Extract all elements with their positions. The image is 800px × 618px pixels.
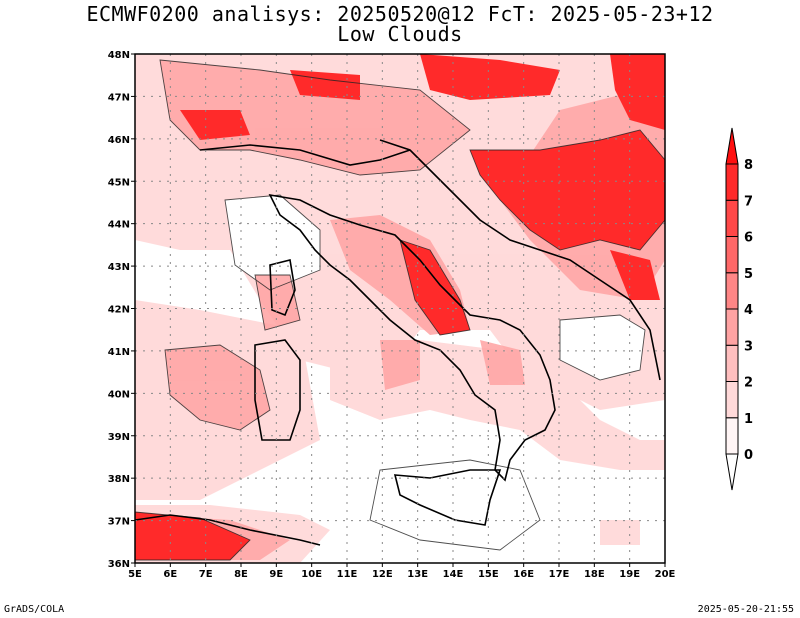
- lon-label: 12E: [372, 569, 393, 580]
- lon-label: 13E: [407, 569, 428, 580]
- lat-label: 37N: [108, 517, 130, 528]
- grid-lines: [135, 54, 665, 563]
- lon-label: 11E: [337, 569, 358, 580]
- colorbar-label: 5: [744, 267, 753, 282]
- colorbar-min-arrow: [725, 453, 739, 491]
- corsica-coastline: [269, 259, 296, 317]
- colorbar-segment: [725, 236, 739, 274]
- colorbar-segment: [725, 381, 739, 419]
- lat-label: 38N: [108, 474, 130, 485]
- lon-label: 14E: [443, 569, 464, 580]
- lon-label: 16E: [513, 569, 534, 580]
- colorbar-segment: [725, 163, 739, 201]
- map-subtitle: Low Clouds: [337, 22, 463, 46]
- lon-label: 5E: [128, 569, 142, 580]
- colorbar-segment: [725, 199, 739, 237]
- sardinia-coastline: [254, 339, 301, 441]
- colorbar-label: 4: [744, 303, 753, 318]
- lon-label: 6E: [163, 569, 177, 580]
- lat-label: 39N: [108, 432, 130, 443]
- cloud-field: [135, 54, 665, 563]
- lat-label: 44N: [108, 220, 130, 231]
- colorbar-label: 0: [744, 448, 753, 463]
- lat-label: 45N: [108, 177, 130, 188]
- alps-border: [199, 144, 411, 166]
- lon-label: 10E: [301, 569, 322, 580]
- colorbar-label: 6: [744, 231, 753, 246]
- colorbar-max-arrow: [725, 127, 739, 165]
- lat-label: 40N: [108, 389, 130, 400]
- lat-label: 36N: [108, 559, 130, 570]
- lon-label: 17E: [549, 569, 570, 580]
- colorbar-segment: [725, 272, 739, 310]
- lon-label: 9E: [269, 569, 283, 580]
- map-title: ECMWF0200 analisys: 20250520@12 FcT: 202…: [86, 2, 714, 26]
- footer-credit: GrADS/COLA: [4, 604, 65, 615]
- colorbar-label: 1: [744, 412, 753, 427]
- sicily-coastline: [393, 469, 502, 526]
- lon-label: 20E: [655, 569, 676, 580]
- lon-label: 18E: [584, 569, 605, 580]
- adriatic-coast: [379, 139, 661, 381]
- lat-label: 43N: [108, 262, 130, 273]
- colorbar-label: 2: [744, 376, 753, 391]
- lat-label: 46N: [108, 135, 130, 146]
- colorbar-label: 8: [744, 158, 753, 173]
- africa-coast: [135, 514, 321, 546]
- lon-label: 7E: [199, 569, 213, 580]
- lat-label: 42N: [108, 305, 130, 316]
- longitude-labels: 5E 6E 7E 8E 9E 10E 11E 12E 13E 14E 15E 16E 17E 18E 19E…: [128, 563, 676, 580]
- colorbar-segment: [725, 417, 739, 455]
- colorbar-label: 7: [744, 194, 753, 209]
- colorbar-segment: [725, 344, 739, 382]
- lon-label: 15E: [478, 569, 499, 580]
- lat-label: 41N: [108, 347, 130, 358]
- latitude-labels: 48N 47N 46N 45N 44N 43N 42N 41N 40N 39N 38N 37N 36N: [108, 50, 135, 570]
- italy-coastline: [268, 193, 556, 482]
- colorbar: 0 1 2 3 4 5 6 7 8: [725, 127, 753, 491]
- lon-label: 19E: [619, 569, 640, 580]
- footer-timestamp: 2025-05-20-21:55: [697, 604, 794, 615]
- lat-label: 48N: [108, 50, 130, 61]
- colorbar-label: 3: [744, 339, 753, 354]
- lat-label: 47N: [108, 92, 130, 103]
- colorbar-segment: [725, 308, 739, 346]
- lon-label: 8E: [234, 569, 248, 580]
